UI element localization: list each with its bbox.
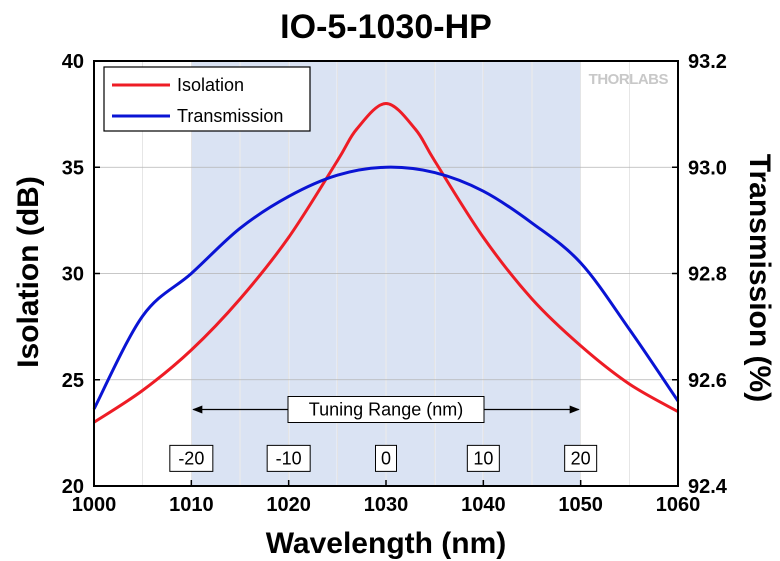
x-tick-label: 1020 <box>266 494 311 516</box>
x-tick-label: 1000 <box>72 494 117 516</box>
y-tick-label-right: 92.4 <box>688 476 728 498</box>
y-axis-title-right: Transmission (%) <box>743 154 776 402</box>
series-line-isolation <box>93 102 679 424</box>
y-tick-label-right: 92.6 <box>688 370 727 392</box>
chart-title: IO-5-1030-HP <box>280 8 492 46</box>
thorlabs-watermark: THORLABS <box>589 71 669 88</box>
y-axis-title-left: Isolation (dB) <box>12 176 45 368</box>
y-tick-label-left: 20 <box>62 476 84 498</box>
tuning-range-label: Tuning Range (nm) <box>309 400 463 420</box>
legend: Isolation Transmission <box>103 66 311 132</box>
offset-label-box <box>466 444 500 472</box>
x-tick-label: 1050 <box>558 494 603 516</box>
x-tick-label: 1030 <box>364 494 409 516</box>
offset-label-box <box>564 444 598 472</box>
x-tick-label: 1040 <box>461 494 506 516</box>
y-tick-label-right: 93.0 <box>688 157 727 179</box>
legend-box <box>103 66 311 132</box>
y-tick-label-left: 40 <box>62 51 84 73</box>
y-tick-label-left: 35 <box>62 157 84 179</box>
offset-label-box <box>169 444 214 472</box>
offset-label: -20 <box>178 448 204 468</box>
offset-label: 0 <box>381 448 391 468</box>
offset-label-box <box>266 444 311 472</box>
y-tick-label-left: 25 <box>62 370 84 392</box>
offset-label: -10 <box>276 448 302 468</box>
x-tick-label: 1060 <box>656 494 701 516</box>
x-axis-title: Wavelength (nm) <box>266 527 507 560</box>
legend-label-transmission: Transmission <box>177 106 283 126</box>
series-layer <box>92 102 680 424</box>
tuning-range-label-box <box>287 396 485 423</box>
offset-label: 10 <box>473 448 493 468</box>
axis-ticks: 1000 1010 1020 1030 1040 1050 1060202530354092… <box>62 51 728 516</box>
y-tick-label-left: 30 <box>62 264 84 286</box>
y-tick-label-right: 92.8 <box>688 264 727 286</box>
y-tick-label-right: 93.2 <box>688 51 727 73</box>
tuning-range-annotation: Tuning Range (nm) -20 -10 0 10 20 <box>169 396 598 472</box>
x-tick-label: 1010 <box>169 494 214 516</box>
series-line-transmission <box>92 165 680 410</box>
legend-label-isolation: Isolation <box>177 75 244 95</box>
offset-label: 20 <box>571 448 591 468</box>
offset-label-box <box>375 444 397 472</box>
